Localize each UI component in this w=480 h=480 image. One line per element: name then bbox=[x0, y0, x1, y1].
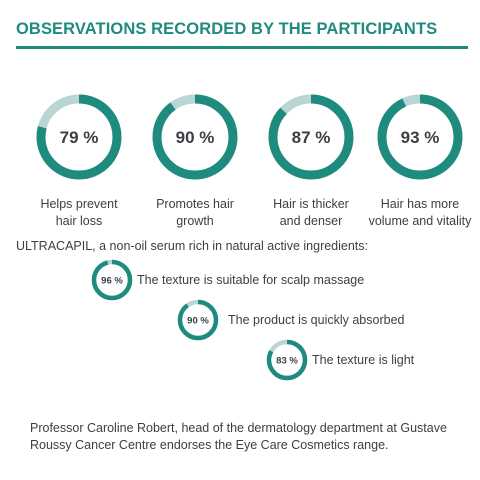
caption-line-1: Helps prevent bbox=[40, 197, 118, 211]
product-intro: ULTRACAPIL, a non-oil serum rich in natu… bbox=[16, 239, 369, 253]
donut-arc bbox=[91, 259, 133, 301]
donut-caption: Hair is thicker and denser bbox=[251, 196, 371, 230]
donut-value-label: 90 % bbox=[187, 316, 209, 327]
donut-arc bbox=[377, 94, 463, 180]
small-donut-item: 96 % The texture is suitable for scalp m… bbox=[90, 258, 364, 302]
donut-item: 90 % Promotes hair growth bbox=[135, 92, 255, 230]
donut-chart: 87 % bbox=[268, 94, 354, 180]
donut-caption: Helps prevent hair loss bbox=[19, 196, 139, 230]
donut-chart: 90 % bbox=[152, 94, 238, 180]
small-donut-caption: The texture is light bbox=[312, 353, 415, 367]
donut-arc bbox=[266, 339, 308, 381]
small-donut-chart: 90 % bbox=[177, 299, 219, 341]
donut-value-label: 96 % bbox=[101, 276, 123, 287]
small-donut-item: 83 % The texture is light bbox=[265, 338, 414, 382]
caption-line-1: Hair has more bbox=[380, 197, 460, 211]
caption-line-1: Promotes hair bbox=[156, 197, 234, 211]
donut-value-label: 83 % bbox=[276, 356, 298, 367]
donut-item: 93 % Hair has more volume and vitality bbox=[360, 92, 480, 230]
caption-line-1: Hair is thicker bbox=[273, 197, 349, 211]
donut-value-label: 90 % bbox=[176, 128, 215, 147]
small-donut-chart: 83 % bbox=[266, 339, 308, 381]
donut-value-label: 93 % bbox=[401, 128, 440, 147]
small-donut-caption: The texture is suitable for scalp massag… bbox=[137, 273, 365, 287]
small-donut-caption: The product is quickly absorbed bbox=[228, 313, 405, 327]
donut-item: 79 % Helps prevent hair loss bbox=[19, 92, 139, 230]
donut-value-label: 87 % bbox=[292, 128, 331, 147]
donut-caption: Hair has more volume and vitality bbox=[360, 196, 480, 230]
small-donut-chart: 96 % bbox=[91, 259, 133, 301]
caption-line-2: growth bbox=[176, 214, 214, 228]
page-title: OBSERVATIONS RECORDED BY THE PARTICIPANT… bbox=[16, 20, 438, 38]
endorsement-text: Professor Caroline Robert, head of the d… bbox=[30, 421, 447, 452]
donut-value-label: 79 % bbox=[60, 128, 99, 147]
caption-line-2: and denser bbox=[279, 214, 343, 228]
donut-caption: Promotes hair growth bbox=[135, 196, 255, 230]
donut-item: 87 % Hair is thicker and denser bbox=[251, 92, 371, 230]
donut-chart: 93 % bbox=[377, 94, 463, 180]
caption-line-2: volume and vitality bbox=[368, 214, 472, 228]
donut-arc bbox=[152, 94, 238, 180]
title-divider bbox=[16, 46, 468, 49]
donut-arc bbox=[36, 94, 122, 180]
donut-arc bbox=[268, 94, 354, 180]
donut-arc bbox=[177, 299, 219, 341]
donut-chart: 79 % bbox=[36, 94, 122, 180]
small-donut-item: 90 % The product is quickly absorbed bbox=[176, 298, 404, 342]
caption-line-2: hair loss bbox=[55, 214, 103, 228]
